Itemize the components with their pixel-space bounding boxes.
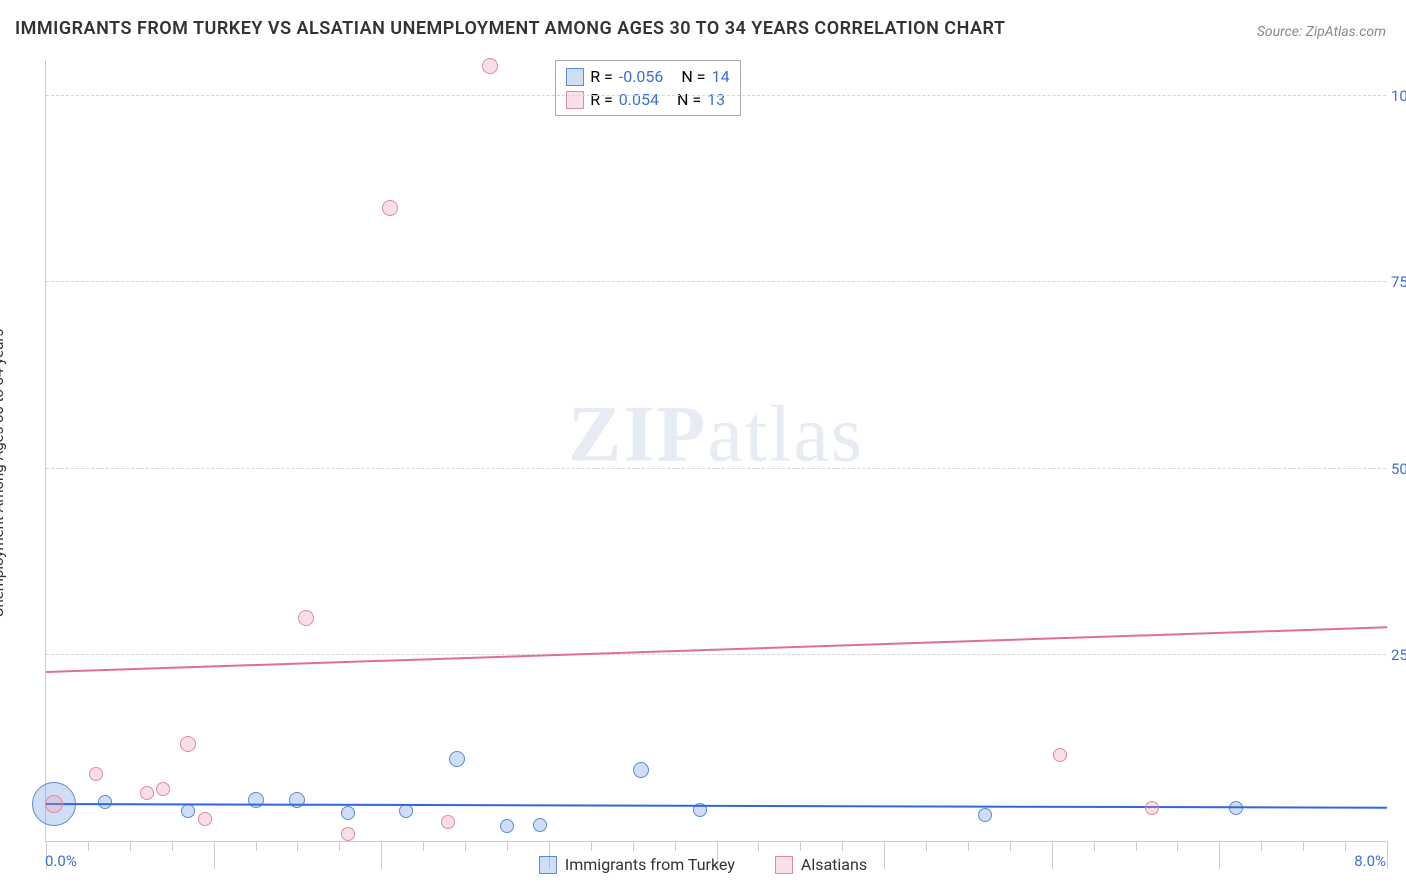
x-tick (256, 841, 257, 851)
correlation-legend: R = -0.056 N = 14 R = 0.054 N = 13 (555, 60, 740, 116)
x-tick (926, 841, 927, 851)
legend-swatch (566, 68, 584, 86)
turkey-point (633, 762, 649, 778)
x-tick (130, 841, 131, 851)
series-legend: Immigrants from Turkey Alsatians (0, 855, 1406, 874)
x-tick (1177, 841, 1178, 851)
turkey-point (978, 808, 992, 822)
x-tick (800, 841, 801, 851)
alsatians-point (89, 767, 103, 781)
alsatians-point (45, 795, 63, 813)
n-value: 13 (707, 90, 725, 109)
y-tick-label: 75.0% (1391, 273, 1406, 291)
grid-line (46, 468, 1386, 469)
watermark-bold: ZIP (568, 390, 707, 478)
alsatians-point (180, 736, 196, 752)
alsatians-point (140, 786, 154, 800)
r-value: -0.056 (619, 67, 664, 86)
r-value: 0.054 (619, 90, 659, 109)
x-tick (1261, 841, 1262, 851)
chart-container: IMMIGRANTS FROM TURKEY VS ALSATIAN UNEMP… (0, 0, 1406, 892)
turkey-point (533, 818, 547, 832)
legend-swatch (566, 91, 584, 109)
x-tick (339, 841, 340, 851)
legend-item: Alsatians (775, 855, 867, 874)
legend-swatch (775, 856, 793, 874)
x-tick (675, 841, 676, 851)
turkey-point (248, 792, 264, 808)
alsatians-point (341, 827, 355, 841)
x-tick (633, 841, 634, 851)
x-tick (465, 841, 466, 851)
legend-swatch (539, 856, 557, 874)
n-label: N = (681, 67, 705, 86)
turkey-point (449, 751, 465, 767)
x-tick (1345, 841, 1346, 851)
turkey-point (399, 804, 413, 818)
r-label: R = (590, 90, 613, 109)
alsatians-point (1145, 801, 1159, 815)
source-attribution: Source: ZipAtlas.com (1257, 24, 1386, 40)
legend-row-turkey: R = -0.056 N = 14 (566, 65, 729, 88)
x-tick (842, 841, 843, 851)
y-axis-label: Unemployment Among Ages 30 to 34 years (0, 329, 7, 617)
legend-label: Alsatians (801, 855, 867, 874)
grid-line (46, 281, 1386, 282)
alsatians-point (441, 815, 455, 829)
x-tick (1094, 841, 1095, 851)
x-tick (172, 841, 173, 851)
legend-label: Immigrants from Turkey (565, 855, 735, 874)
alsatians-point (1053, 748, 1067, 762)
x-tick (591, 841, 592, 851)
legend-item: Immigrants from Turkey (539, 855, 735, 874)
x-tick (507, 841, 508, 851)
legend-row-alsatians: R = 0.054 N = 13 (566, 88, 729, 111)
x-tick (758, 841, 759, 851)
alsatians-point (198, 812, 212, 826)
watermark-light: atlas (707, 390, 864, 478)
turkey-point (500, 819, 514, 833)
grid-line (46, 95, 1386, 96)
y-tick-label: 25.0% (1391, 646, 1406, 664)
turkey-point (341, 806, 355, 820)
x-tick (968, 841, 969, 851)
y-tick-label: 50.0% (1391, 460, 1406, 478)
x-tick (88, 841, 89, 851)
alsatians-point (298, 610, 314, 626)
x-tick (1303, 841, 1304, 851)
alsatians-point (382, 200, 398, 216)
turkey-point (181, 804, 195, 818)
plot-area: ZIPatlas R = -0.056 N = 14 R = 0.054 N = 13… (45, 60, 1386, 842)
n-label: N = (677, 90, 701, 109)
y-tick-label: 100.0% (1391, 87, 1406, 105)
alsatians-point (156, 782, 170, 796)
r-label: R = (590, 67, 613, 86)
chart-title: IMMIGRANTS FROM TURKEY VS ALSATIAN UNEMP… (15, 18, 1005, 39)
turkey-trendline (46, 803, 1387, 809)
x-tick (1010, 841, 1011, 851)
x-tick (297, 841, 298, 851)
alsatians-trendline (46, 627, 1387, 674)
n-value: 14 (712, 67, 730, 86)
x-tick (1136, 841, 1137, 851)
grid-line (46, 654, 1386, 655)
x-tick (423, 841, 424, 851)
alsatians-point (482, 58, 498, 74)
